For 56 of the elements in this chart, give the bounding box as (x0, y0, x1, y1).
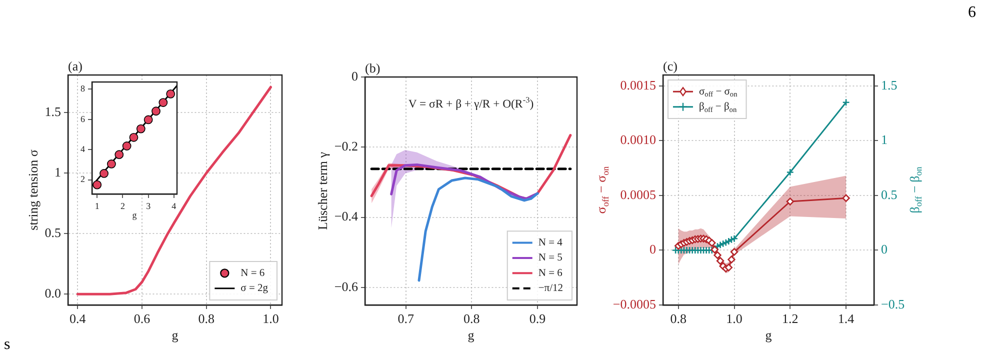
legend-label: σ = 2g (240, 283, 269, 294)
y-tick-label: 0.5 (44, 225, 61, 240)
x-tick-label: 0.8 (670, 311, 686, 326)
chart-title: (a) (68, 58, 82, 74)
legend-label: N = 5 (538, 252, 562, 264)
x-tick-label: 3 (146, 200, 152, 211)
y-tick-label: 6 (80, 114, 86, 124)
y-tick-label: −0.2 (334, 138, 358, 154)
y2-axis-title: βoff − βon (906, 166, 924, 214)
y2-tick-label: 0 (881, 242, 888, 257)
x-tick-label: 0.6 (134, 311, 151, 326)
x-axis-title: g (765, 328, 772, 343)
y-tick-label: −0.4 (334, 208, 358, 224)
x-tick-label: 0.9 (529, 311, 546, 326)
legend-label: −π/12 (538, 283, 563, 294)
legend-label: N = 4 (538, 237, 564, 248)
y-tick-label: 4 (80, 144, 86, 154)
y-tick-label: 0 (650, 242, 656, 257)
x-tick-label: 4 (172, 200, 177, 211)
y-tick-label: 2 (80, 174, 85, 184)
y-tick-label: 0.0 (44, 286, 61, 301)
chart-title: (c) (663, 58, 678, 74)
x-tick-label: 1.0 (726, 311, 742, 326)
x-tick-label: 0.8 (464, 311, 480, 326)
legend-label: N = 6 (538, 268, 562, 279)
legend-label: N = 6 (240, 268, 265, 279)
y-tick-label: −0.6 (334, 278, 358, 294)
y-tick-label: 0.0015 (620, 77, 656, 92)
x-tick-label: 0.4 (70, 311, 86, 326)
y-tick-label: 1 (54, 164, 61, 180)
x-tick-label: 0.8 (198, 311, 214, 326)
y-tick-label: 1.5 (44, 104, 61, 119)
y2-tick-label: −0.5 (881, 296, 905, 312)
x-tick-label: 1.0 (262, 311, 279, 326)
y-tick-label: 8 (80, 84, 86, 94)
y-tick-label: 0.0010 (620, 132, 656, 148)
y2-tick-label: 1 (881, 132, 888, 148)
y-axis-title: Lüscher term γ (315, 152, 330, 230)
x-axis-title: g (172, 328, 179, 343)
x-tick-label: 1 (94, 200, 100, 211)
text: s (4, 336, 10, 354)
chart-title: (b) (365, 60, 380, 76)
x-tick-label: 1.4 (838, 311, 855, 326)
y2-tick-label: 0.5 (881, 186, 898, 202)
y-tick-label: 0.0005 (620, 186, 656, 202)
y-axis-title: σoff − σon (594, 166, 610, 214)
x-tick-label: 2 (120, 200, 125, 211)
y-tick-label: 0 (352, 68, 358, 84)
x-axis-title: g (468, 328, 475, 343)
x-axis-title: g (132, 210, 138, 220)
y2-tick-label: 1.5 (881, 77, 898, 92)
x-tick-label: 0.7 (398, 311, 414, 326)
y-axis-title: string tension σ (25, 150, 40, 230)
text: 6 (968, 4, 976, 22)
y-tick-label: −0.0005 (612, 296, 656, 312)
x-tick-label: 1.2 (782, 311, 798, 326)
